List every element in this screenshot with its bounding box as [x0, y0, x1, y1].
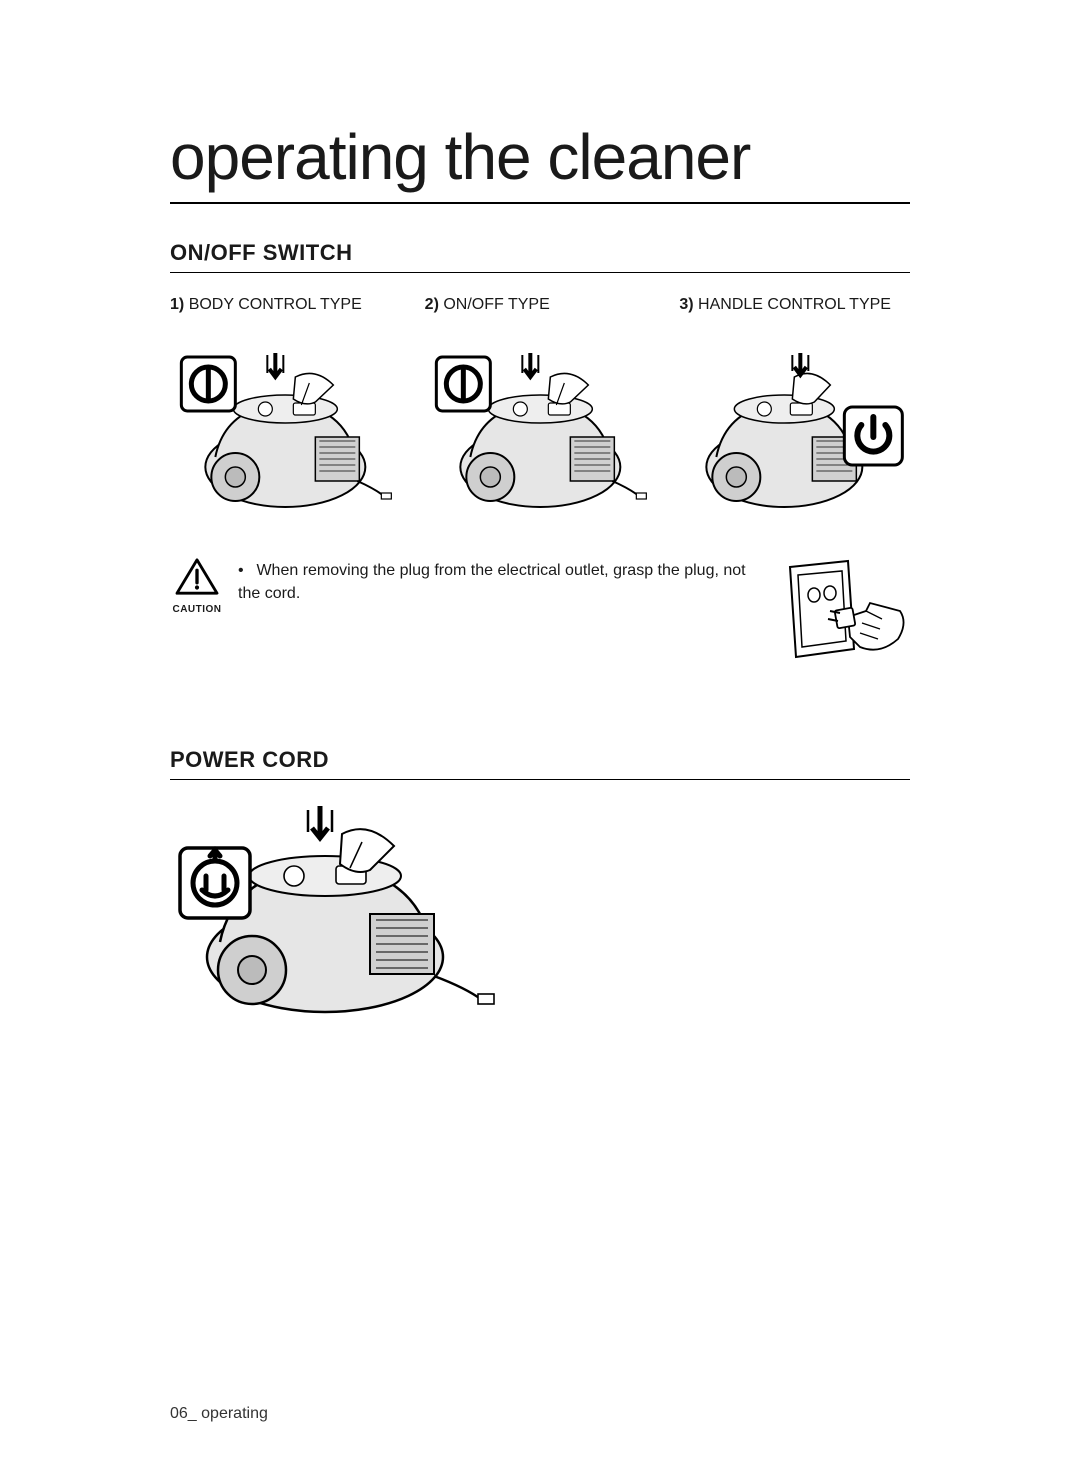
arrow-down-icon — [267, 353, 283, 377]
bullet-icon: • — [238, 559, 252, 582]
page-number: 06 — [170, 1405, 188, 1422]
switch-col-label: 3) HANDLE CONTROL TYPE — [679, 295, 910, 337]
switch-col-label: 2) ON/OFF TYPE — [425, 295, 656, 337]
switch-col-handle: 3) HANDLE CONTROL TYPE — [679, 295, 910, 517]
caution-block: CAUTION • When removing the plug from th… — [170, 557, 910, 677]
arrow-down-icon — [522, 353, 538, 377]
outlet-plug-illustration — [770, 557, 910, 677]
col-text: ON/OFF TYPE — [443, 296, 549, 313]
col-num: 1) — [170, 296, 184, 313]
footer-label: operating — [201, 1405, 268, 1422]
arrow-down-icon — [308, 806, 332, 838]
vacuum-cord-rewind-illustration — [170, 802, 500, 1022]
page-footer: 06_ operating — [170, 1405, 268, 1423]
switch-col-label: 1) BODY CONTROL TYPE — [170, 295, 401, 337]
footer-sep: _ — [188, 1405, 201, 1422]
caution-icon: CAUTION — [170, 557, 224, 615]
vacuum-handle-control-illustration — [679, 347, 910, 517]
cord-rewind-icon — [180, 848, 250, 918]
col-text: BODY CONTROL TYPE — [189, 296, 362, 313]
power-icon — [181, 357, 235, 411]
switch-type-row: 1) BODY CONTROL TYPE — [170, 295, 910, 517]
switch-col-body: 1) BODY CONTROL TYPE — [170, 295, 401, 517]
caution-text: • When removing the plug from the electr… — [238, 557, 756, 605]
vacuum-onoff-type-illustration — [425, 347, 656, 517]
col-text: HANDLE CONTROL TYPE — [698, 296, 891, 313]
section-heading-onoff: ON/OFF SWITCH — [170, 240, 910, 273]
caution-message: When removing the plug from the electric… — [238, 562, 746, 602]
arrow-down-icon — [793, 353, 809, 375]
power-icon — [436, 357, 490, 411]
switch-col-onoff: 2) ON/OFF TYPE — [425, 295, 656, 517]
power-icon — [845, 407, 903, 465]
section-heading-power: POWER CORD — [170, 747, 910, 780]
col-num: 3) — [679, 296, 693, 313]
col-num: 2) — [425, 296, 439, 313]
vacuum-body-control-illustration — [170, 347, 401, 517]
page-title: operating the cleaner — [170, 120, 910, 204]
caution-label: CAUTION — [170, 604, 224, 615]
